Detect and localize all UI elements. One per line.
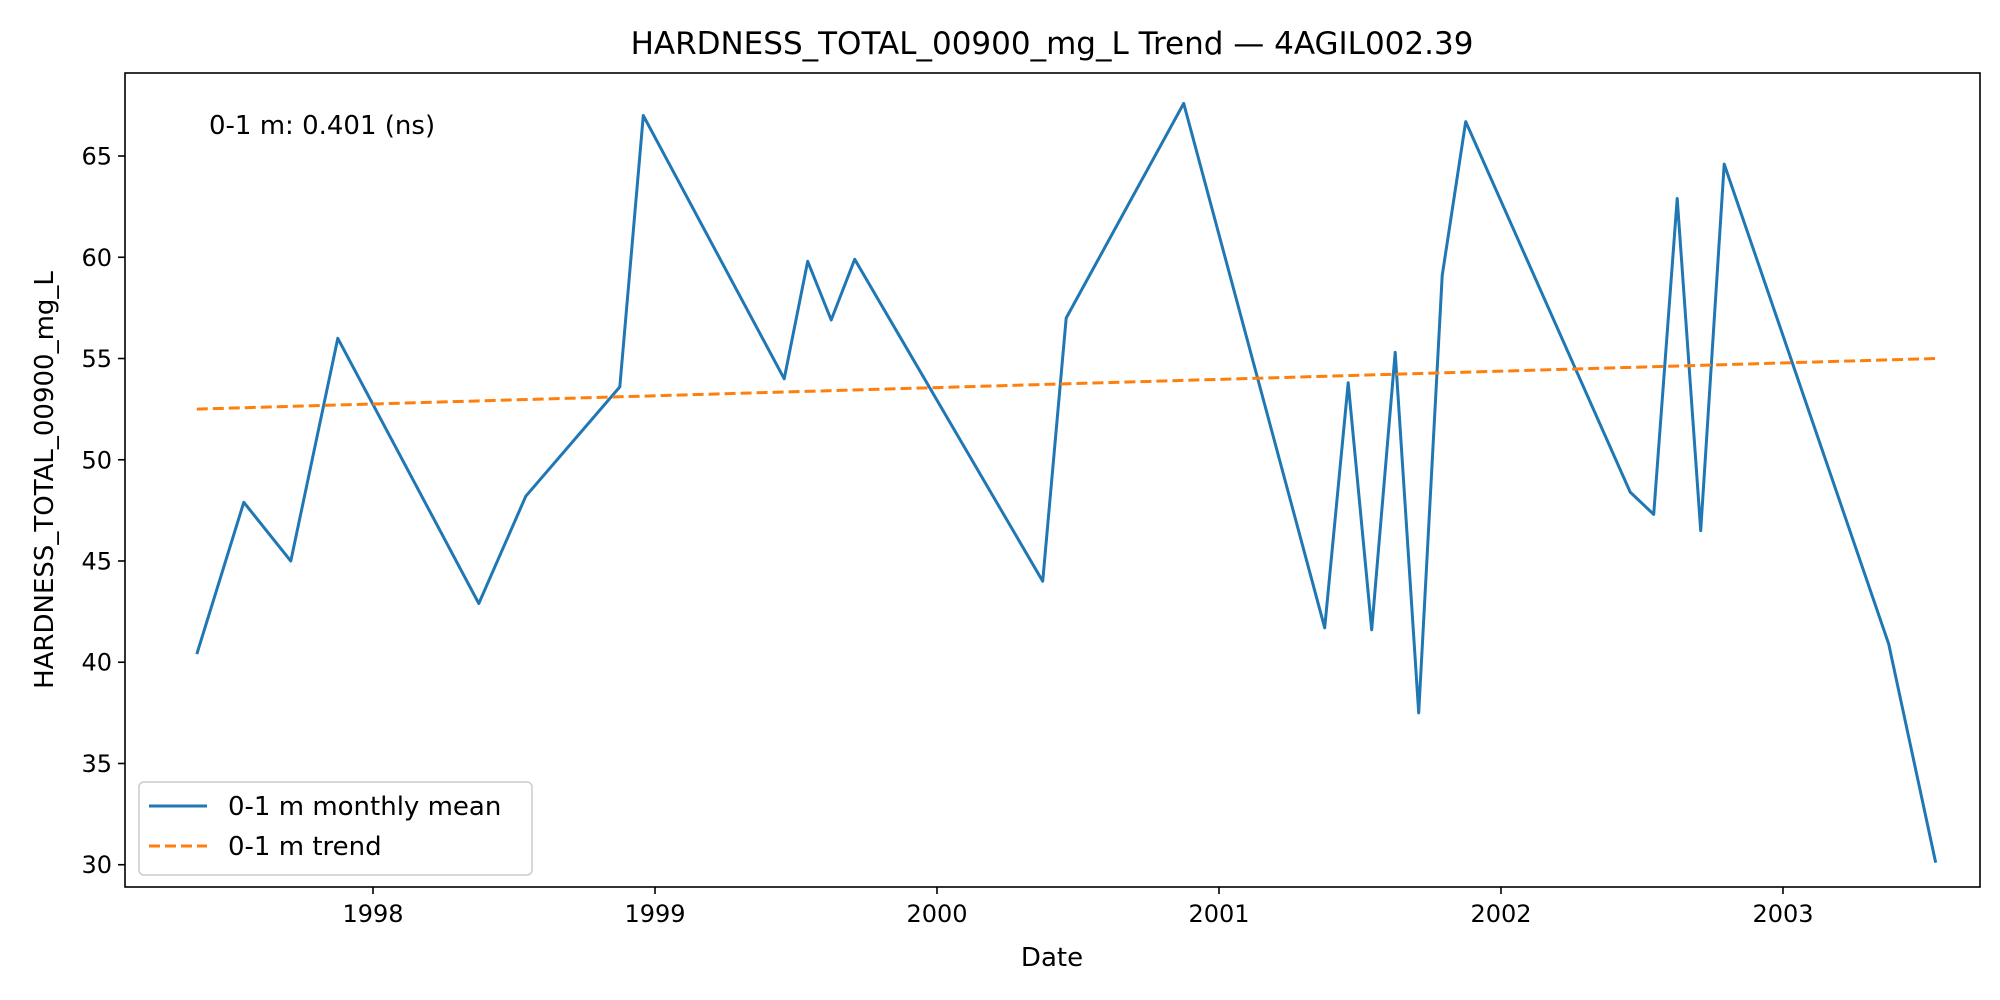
y-tick-label: 60 <box>81 244 112 272</box>
y-axis: 30 35 40 45 50 55 60 65 <box>81 143 125 879</box>
x-tick-label: 1998 <box>342 900 403 928</box>
slope-annotation: 0-1 m: 0.401 (ns) <box>209 111 435 141</box>
x-tick-label: 2000 <box>906 900 967 928</box>
legend: 0-1 m monthly mean 0-1 m trend <box>138 781 533 876</box>
x-axis-label: Date <box>1021 943 1083 973</box>
y-tick-label: 50 <box>81 446 112 474</box>
x-tick-label: 2002 <box>1470 900 1531 928</box>
legend-box <box>138 781 533 876</box>
series-line-monthly-mean <box>195 101 1938 864</box>
y-tick-label: 40 <box>81 649 112 677</box>
plot-frame <box>124 72 1981 888</box>
x-tick-label: 2003 <box>1752 900 1813 928</box>
y-tick-label: 55 <box>81 345 112 373</box>
y-tick-label: 65 <box>81 143 112 171</box>
y-tick-label: 45 <box>81 547 112 575</box>
y-tick-label: 35 <box>81 750 112 778</box>
series-layer <box>195 101 1938 864</box>
chart-title: HARDNESS_TOTAL_00900_mg_L Trend — 4AGIL0… <box>631 26 1474 62</box>
y-tick-label: 30 <box>81 851 112 879</box>
legend-label-trend: 0-1 m trend <box>228 832 382 862</box>
series-line-trend <box>196 357 1936 411</box>
x-axis: 1998 1999 2000 2001 2002 2003 <box>342 887 1814 928</box>
x-tick-label: 1999 <box>624 900 685 928</box>
x-tick-label: 2001 <box>1188 900 1249 928</box>
legend-label-monthly-mean: 0-1 m monthly mean <box>228 792 501 822</box>
y-axis-label: HARDNESS_TOTAL_00900_mg_L <box>30 271 60 689</box>
